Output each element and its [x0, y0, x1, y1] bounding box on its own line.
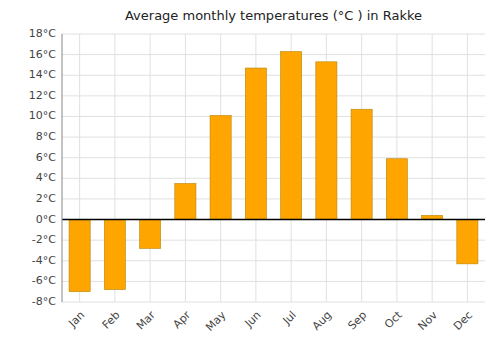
y-tick-label: 14°C: [29, 68, 56, 81]
bar: [316, 62, 337, 220]
x-tick-label: Jan: [66, 309, 88, 331]
bar: [210, 115, 231, 219]
x-tick-label: Jul: [280, 309, 299, 328]
y-tick-label: 4°C: [36, 171, 56, 184]
x-tick-label: Nov: [416, 308, 441, 333]
chart-svg: -8°C -6°C -4°C -2°C 0°C 2°C 4°C 6°C 8°C 10°C 12°C 1…: [0, 0, 500, 350]
bar: [351, 109, 372, 219]
y-grid-line: [62, 75, 485, 76]
y-tick-label: -6°C: [32, 274, 56, 287]
y-grid-line: [62, 95, 485, 96]
zero-line: [62, 219, 485, 221]
y-tick-label: -8°C: [32, 295, 56, 308]
x-tick-label: Feb: [100, 309, 123, 332]
y-grid-line: [62, 219, 485, 220]
y-grid-line: [62, 302, 485, 303]
x-tick-label: Apr: [171, 308, 194, 331]
y-grid-line: [62, 198, 485, 199]
x-tick-label: Jun: [242, 309, 264, 331]
y-tick-label: 18°C: [29, 27, 56, 40]
x-grid-line: [432, 34, 433, 302]
axes: -8°C -6°C -4°C -2°C 0°C 2°C 4°C 6°C 8°C 10°C 12°C 1…: [29, 27, 475, 334]
x-tick-label: Aug: [310, 309, 334, 333]
bar: [175, 183, 196, 219]
x-tick-label: May: [203, 308, 229, 334]
x-grid-line: [185, 34, 186, 302]
x-tick-label: Mar: [134, 308, 158, 332]
x-grid-line: [150, 34, 151, 302]
bar: [69, 220, 90, 292]
y-tick-label: 12°C: [29, 89, 56, 102]
chart-container: -8°C -6°C -4°C -2°C 0°C 2°C 4°C 6°C 8°C 10°C 12°C 1…: [0, 0, 500, 350]
x-tick-label: Sep: [346, 309, 370, 333]
grid: [62, 34, 485, 302]
bar: [140, 220, 161, 249]
y-grid-line: [62, 157, 485, 158]
y-tick-label: -2°C: [32, 233, 56, 246]
bars: [69, 52, 478, 292]
bar: [386, 159, 407, 220]
y-grid-line: [62, 116, 485, 117]
bar: [457, 220, 478, 264]
y-tick-label: 8°C: [36, 130, 56, 143]
y-grid-line: [62, 54, 485, 55]
title: Average monthly temperatures (°C ) in Ra…: [125, 8, 422, 23]
y-tick-label: 6°C: [36, 151, 56, 164]
x-tick-label: Dec: [451, 309, 475, 333]
x-tick-label: Oct: [382, 308, 405, 331]
y-tick-label: 16°C: [29, 48, 56, 61]
y-tick-label: 2°C: [36, 192, 56, 205]
y-grid-line: [62, 137, 485, 138]
bar: [281, 52, 302, 220]
y-grid-line: [62, 178, 485, 179]
y-grid-line: [62, 34, 485, 35]
y-tick-label: -4°C: [32, 254, 56, 267]
y-tick-label: 0°C: [36, 213, 56, 226]
y-tick-label: 10°C: [29, 109, 56, 122]
y-axis-line: [62, 34, 63, 302]
bar: [104, 220, 125, 290]
bar: [245, 68, 266, 220]
